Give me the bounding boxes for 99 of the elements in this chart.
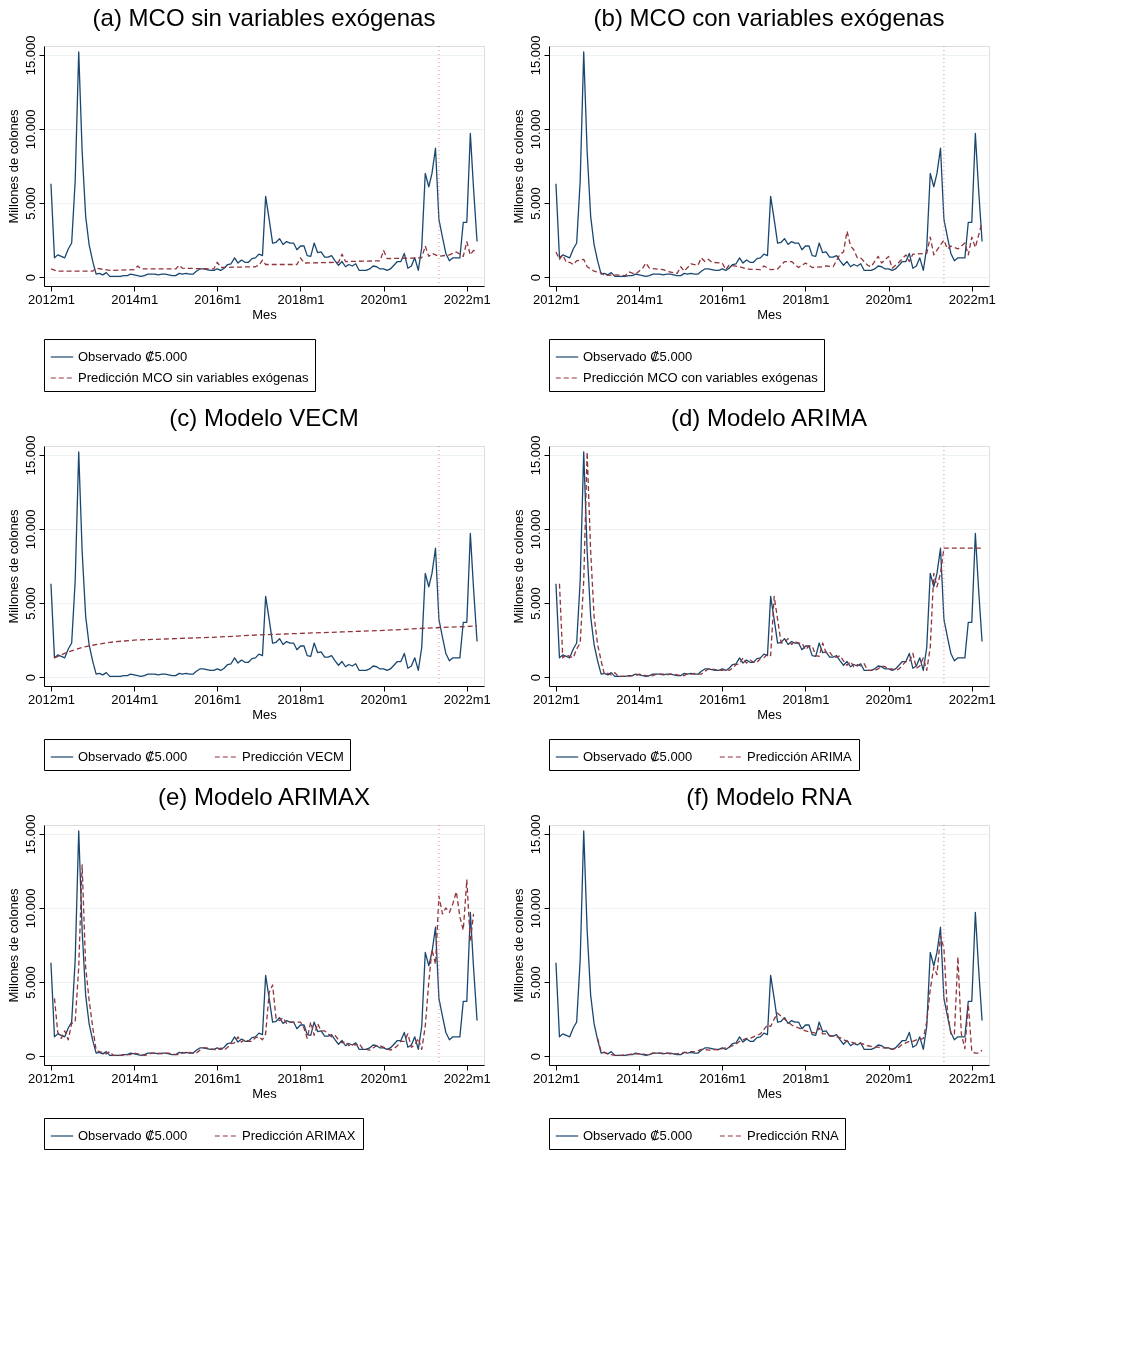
y-tick-label: 10.000 xyxy=(527,509,543,550)
legend-label: Predicción MCO con variables exógenas xyxy=(583,370,819,385)
line-series xyxy=(555,51,983,278)
x-tick-label: 2020m1 xyxy=(360,291,408,307)
x-tick-label: 2016m1 xyxy=(194,1070,242,1086)
y-tick-label: 0 xyxy=(22,273,38,282)
x-tick-label: 2020m1 xyxy=(865,1070,913,1086)
line-series xyxy=(53,864,475,1057)
y-tick-label: 15.000 xyxy=(527,435,543,476)
x-axis-title: Mes xyxy=(252,306,278,322)
x-axis-title: Mes xyxy=(252,706,278,722)
x-tick-label: 2022m1 xyxy=(948,691,996,707)
y-tick-label: 0 xyxy=(22,673,38,682)
x-tick-label: 2018m1 xyxy=(277,291,325,307)
x-tick-label: 2016m1 xyxy=(699,691,747,707)
line-series xyxy=(596,935,983,1057)
y-tick-label: 10.000 xyxy=(527,888,543,929)
x-tick-label: 2012m1 xyxy=(27,691,75,707)
y-tick-label: 5.000 xyxy=(22,966,38,999)
legend-label: Predicción MCO sin variables exógenas xyxy=(78,370,309,385)
x-tick-label: 2012m1 xyxy=(27,291,75,307)
y-axis-title: Millones de colones xyxy=(5,887,21,1003)
x-tick-label: 2022m1 xyxy=(443,1070,491,1086)
y-tick-label: 5.000 xyxy=(527,587,543,620)
y-tick-label: 10.000 xyxy=(22,109,38,150)
chart-title: (e) Modelo ARIMAX xyxy=(157,783,371,811)
line-series xyxy=(53,625,478,659)
x-tick-label: 2012m1 xyxy=(532,691,580,707)
x-tick-label: 2020m1 xyxy=(865,691,913,707)
x-tick-label: 2018m1 xyxy=(277,691,325,707)
y-tick-label: 5.000 xyxy=(22,587,38,620)
x-tick-label: 2016m1 xyxy=(699,1070,747,1086)
y-tick-label: 0 xyxy=(527,673,543,682)
chart-title: (b) MCO con variables exógenas xyxy=(593,4,945,32)
legend-label: Predicción RNA xyxy=(747,1128,840,1143)
x-tick-label: 2020m1 xyxy=(865,291,913,307)
x-axis-title: Mes xyxy=(757,706,783,722)
x-axis-title: Mes xyxy=(757,306,783,322)
x-tick-label: 2016m1 xyxy=(699,291,747,307)
line-series xyxy=(50,451,478,678)
line-series xyxy=(50,240,478,272)
y-tick-label: 5.000 xyxy=(527,966,543,999)
x-tick-label: 2018m1 xyxy=(277,1070,325,1086)
x-tick-label: 2012m1 xyxy=(532,291,580,307)
x-tick-label: 2014m1 xyxy=(111,1070,159,1086)
x-tick-label: 2022m1 xyxy=(443,291,491,307)
legend-label: Predicción ARIMA xyxy=(747,749,853,764)
y-tick-label: 15.000 xyxy=(527,814,543,855)
x-axis-title: Mes xyxy=(757,1085,783,1101)
x-axis-title: Mes xyxy=(252,1085,278,1101)
x-tick-label: 2016m1 xyxy=(194,691,242,707)
x-tick-label: 2014m1 xyxy=(616,1070,664,1086)
chart-title: (a) MCO sin variables exógenas xyxy=(92,4,436,32)
x-tick-label: 2014m1 xyxy=(111,691,159,707)
x-tick-label: 2022m1 xyxy=(948,1070,996,1086)
y-tick-label: 0 xyxy=(527,1052,543,1061)
y-tick-label: 5.000 xyxy=(527,187,543,220)
x-tick-label: 2014m1 xyxy=(111,291,159,307)
y-axis-title: Millones de colones xyxy=(5,508,21,624)
chart-title: (c) Modelo VECM xyxy=(169,404,359,432)
y-axis-title: Millones de colones xyxy=(510,108,526,224)
y-tick-label: 10.000 xyxy=(22,509,38,550)
legend-label: Predicción VECM xyxy=(242,749,344,764)
x-tick-label: 2022m1 xyxy=(443,691,491,707)
legend-label: Observado ₡5.000 xyxy=(583,349,693,364)
y-tick-label: 15.000 xyxy=(527,35,543,76)
y-tick-label: 5.000 xyxy=(22,187,38,220)
legend-label: Observado ₡5.000 xyxy=(78,1128,188,1143)
y-axis-title: Millones de colones xyxy=(510,887,526,1003)
y-tick-label: 15.000 xyxy=(22,814,38,855)
y-axis-title: Millones de colones xyxy=(5,108,21,224)
legend-label: Observado ₡5.000 xyxy=(78,349,188,364)
x-tick-label: 2018m1 xyxy=(782,691,830,707)
legend-label: Observado ₡5.000 xyxy=(583,1128,693,1143)
line-series xyxy=(50,51,478,278)
x-tick-label: 2016m1 xyxy=(194,291,242,307)
legend-label: Observado ₡5.000 xyxy=(78,749,188,764)
x-tick-label: 2012m1 xyxy=(27,1070,75,1086)
chart-title: (f) Modelo RNA xyxy=(686,783,852,811)
y-tick-label: 15.000 xyxy=(22,35,38,76)
y-axis-title: Millones de colones xyxy=(510,508,526,624)
y-tick-label: 0 xyxy=(22,1052,38,1061)
line-series xyxy=(555,830,983,1057)
line-series xyxy=(50,830,478,1057)
x-tick-label: 2018m1 xyxy=(782,1070,830,1086)
x-tick-label: 2012m1 xyxy=(532,1070,580,1086)
legend-label: Predicción ARIMAX xyxy=(242,1128,356,1143)
x-tick-label: 2014m1 xyxy=(616,291,664,307)
y-tick-label: 15.000 xyxy=(22,435,38,476)
chart-title: (d) Modelo ARIMA xyxy=(670,404,868,432)
y-tick-label: 10.000 xyxy=(22,888,38,929)
x-tick-label: 2022m1 xyxy=(948,291,996,307)
y-tick-label: 10.000 xyxy=(527,109,543,150)
legend-label: Observado ₡5.000 xyxy=(583,749,693,764)
x-tick-label: 2020m1 xyxy=(360,691,408,707)
x-tick-label: 2018m1 xyxy=(782,291,830,307)
x-tick-label: 2014m1 xyxy=(616,691,664,707)
y-tick-label: 0 xyxy=(527,273,543,282)
x-tick-label: 2020m1 xyxy=(360,1070,408,1086)
